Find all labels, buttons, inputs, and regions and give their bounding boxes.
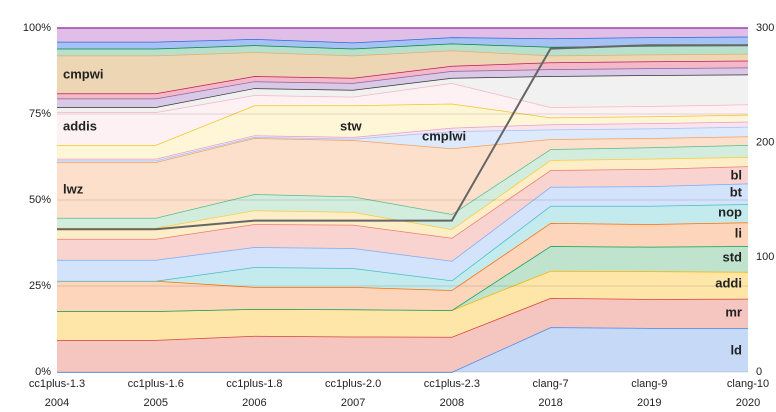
x-tick-label: cc1plus-1.6 xyxy=(128,378,184,390)
area xyxy=(57,28,748,43)
y-tick-label: 25% xyxy=(29,280,51,292)
series-label: bt xyxy=(730,184,743,199)
x-tick-sublabel: 2005 xyxy=(143,397,167,409)
y2-tick-label: 200 xyxy=(756,137,774,149)
series-label: lwz xyxy=(63,181,84,196)
x-tick-sublabel: 2007 xyxy=(341,397,365,409)
series-label: addi xyxy=(715,275,742,290)
area-edge xyxy=(57,221,749,291)
series-label: ld xyxy=(730,342,742,357)
x-tick-sublabel: 2018 xyxy=(538,397,562,409)
area xyxy=(57,144,748,230)
x-tick-label: cc1plus-1.3 xyxy=(29,378,85,390)
series-label: stw xyxy=(340,118,363,133)
x-tick-label: cc1plus-1.8 xyxy=(226,378,282,390)
y2-tick-label: 300 xyxy=(756,22,774,34)
y-tick-label: 0% xyxy=(35,366,51,378)
area xyxy=(57,50,748,94)
x-tick-label: cc1plus-2.3 xyxy=(424,378,480,390)
x-tick-sublabel: 2019 xyxy=(637,397,661,409)
area xyxy=(57,327,748,372)
y-tick-label: 50% xyxy=(29,194,51,206)
series-label: mr xyxy=(725,304,742,319)
area xyxy=(57,183,748,281)
area xyxy=(57,36,748,49)
x-tick-label: clang-10 xyxy=(727,378,769,390)
x-tick-sublabel: 2020 xyxy=(736,397,760,409)
series-label: bl xyxy=(730,167,742,182)
x-tick-label: cc1plus-2.0 xyxy=(325,378,381,390)
series-label: cmplwi xyxy=(422,128,466,143)
area xyxy=(57,74,748,113)
x-tick-sublabel: 2008 xyxy=(440,397,464,409)
area xyxy=(57,67,748,108)
area xyxy=(57,222,748,312)
area xyxy=(57,204,748,291)
area xyxy=(57,121,748,161)
y2-tick-label: 0 xyxy=(756,366,762,378)
series-label: nop xyxy=(718,204,742,219)
y2-tick-label: 100 xyxy=(756,251,774,263)
series-label: cmpwi xyxy=(63,66,103,81)
area xyxy=(57,83,748,145)
area xyxy=(57,246,748,312)
area xyxy=(57,136,748,218)
area xyxy=(57,298,748,372)
series-label: li xyxy=(735,225,742,240)
x-tick-sublabel: 2006 xyxy=(242,397,266,409)
area xyxy=(57,270,748,341)
x-tick-label: clang-9 xyxy=(631,378,667,390)
y-tick-label: 75% xyxy=(29,108,51,120)
area xyxy=(57,126,748,163)
x-tick-label: clang-7 xyxy=(533,378,569,390)
series-label: std xyxy=(723,249,743,264)
area xyxy=(57,157,748,239)
series-label: addis xyxy=(63,118,97,133)
x-tick-sublabel: 2004 xyxy=(45,397,69,409)
area xyxy=(57,60,748,99)
line xyxy=(57,44,748,231)
y-tick-label: 100% xyxy=(23,22,51,34)
area xyxy=(57,166,748,261)
